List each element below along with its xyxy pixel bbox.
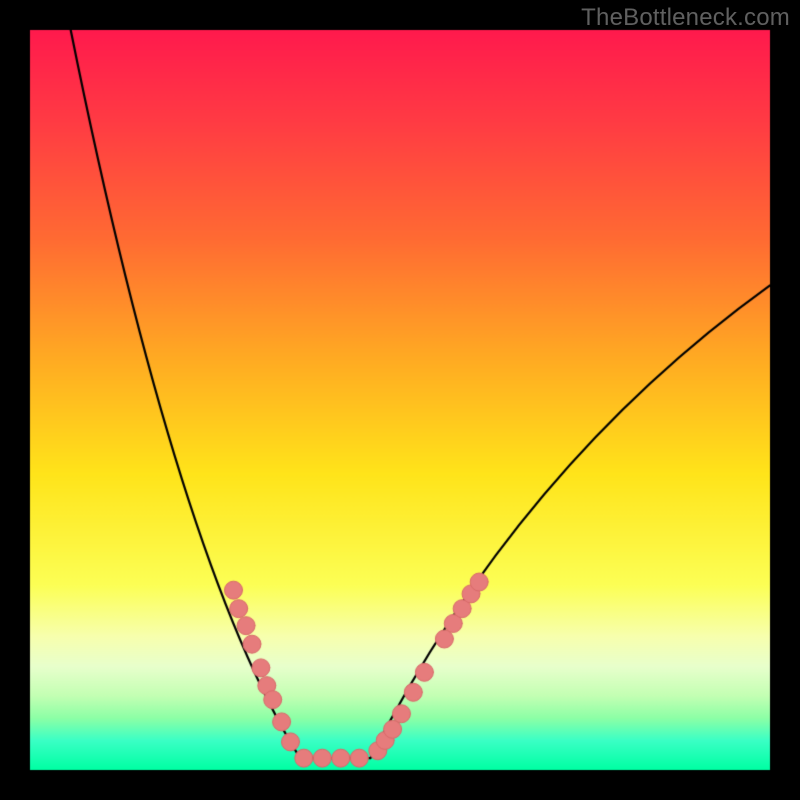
bottleneck-chart-canvas — [0, 0, 800, 800]
chart-stage: TheBottleneck.com — [0, 0, 800, 800]
watermark-text: TheBottleneck.com — [581, 4, 790, 32]
